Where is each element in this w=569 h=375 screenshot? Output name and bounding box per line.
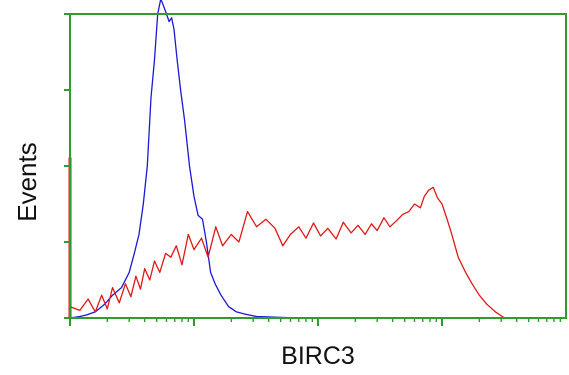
x-axis-label: BIRC3 <box>281 342 355 370</box>
histogram-series-2 <box>69 186 505 319</box>
histogram-series-1 <box>69 0 299 319</box>
y-axis-label: Events <box>12 142 42 222</box>
axes-layer <box>64 13 567 326</box>
